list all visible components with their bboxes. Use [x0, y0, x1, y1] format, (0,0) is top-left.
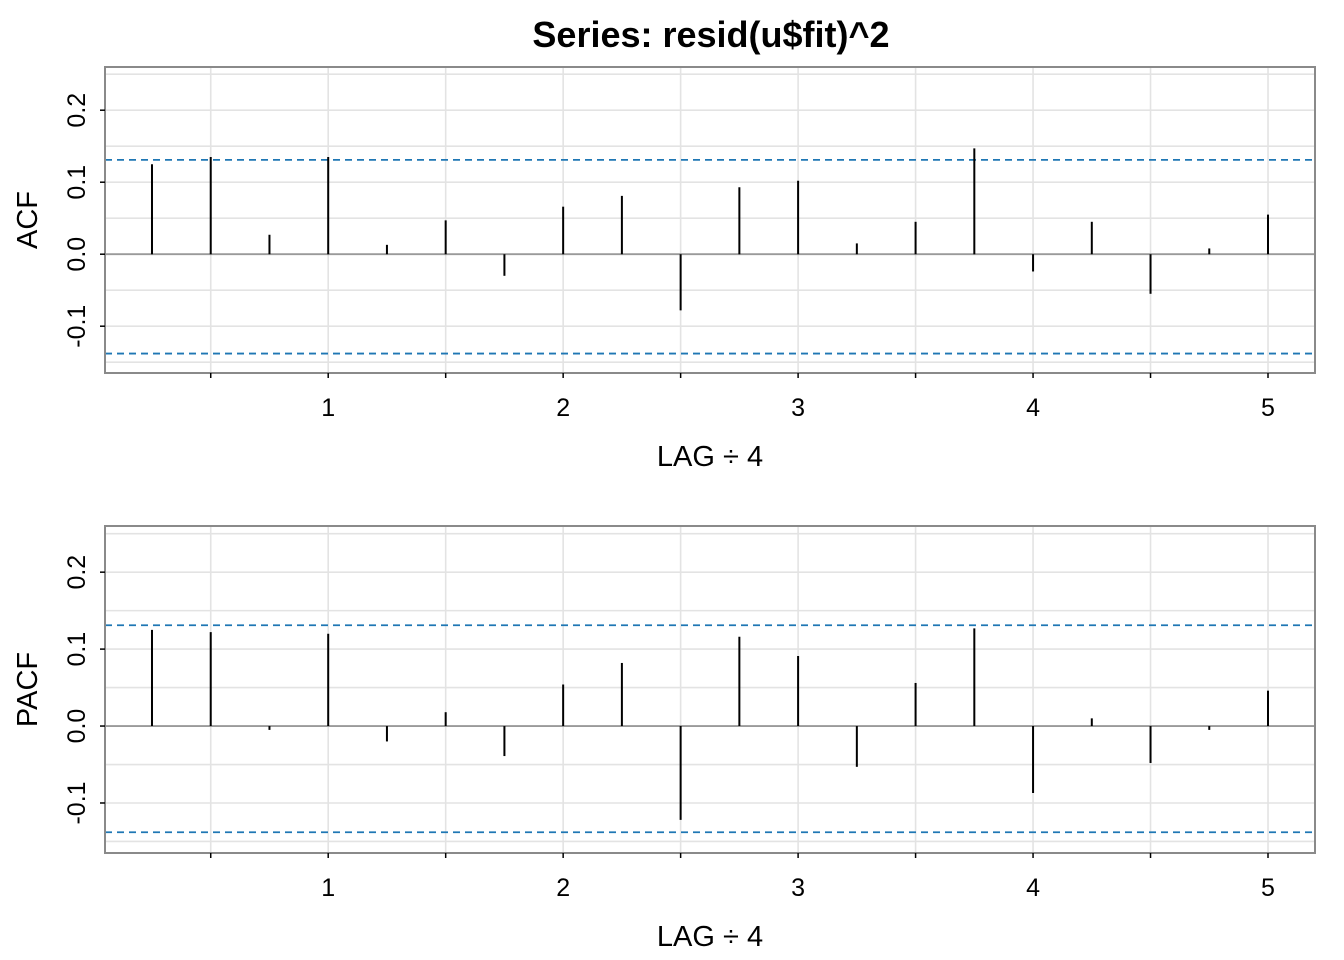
pacf-x-axis-label: LAG ÷ 4	[657, 921, 763, 953]
pacf-y-axis-label: PACF	[12, 652, 44, 727]
pacf-x-tick-label: 4	[1026, 874, 1040, 902]
pacf-y-tick-label: -0.1	[63, 781, 91, 824]
acf-x-tick-label: 2	[556, 394, 570, 422]
acf-y-tick-label: 0.0	[63, 237, 91, 272]
pacf-panel: 1 2 3 4 5 -0.1 0.0 0.1 0.2 PACF LAG ÷ 4	[12, 525, 1316, 953]
pacf-x-tick-label: 5	[1261, 874, 1275, 902]
pacf-plot-area	[105, 526, 1315, 853]
acf-panel: 1 2 3 4 5 -0.1 0.0 0.1 0.2 ACF LAG ÷ 4	[12, 66, 1316, 473]
acf-x-axis-label: LAG ÷ 4	[657, 441, 763, 473]
acf-x-tick-label: 5	[1261, 394, 1275, 422]
pacf-y-tick-label: 0.1	[63, 632, 91, 667]
acf-x-tick-label: 1	[321, 394, 335, 422]
acf-x-tick-label: 4	[1026, 394, 1040, 422]
acf-y-tick-label: -0.1	[63, 305, 91, 348]
pacf-frame	[104, 525, 1316, 854]
chart-title: Series: resid(u$fit)^2	[532, 14, 889, 55]
pacf-y-tick-label: 0.0	[63, 709, 91, 744]
acf-y-axis-label: ACF	[12, 191, 44, 249]
pacf-x-tick-label: 3	[791, 874, 805, 902]
pacf-x-tick-label: 1	[321, 874, 335, 902]
acf-plot-area	[105, 67, 1315, 373]
pacf-x-tick-label: 2	[556, 874, 570, 902]
pacf-y-tick-label: 0.2	[63, 555, 91, 590]
acf-y-tick-label: 0.1	[63, 165, 91, 200]
acf-x-tick-label: 3	[791, 394, 805, 422]
acf-frame	[104, 66, 1316, 374]
acf-y-tick-label: 0.2	[63, 93, 91, 128]
